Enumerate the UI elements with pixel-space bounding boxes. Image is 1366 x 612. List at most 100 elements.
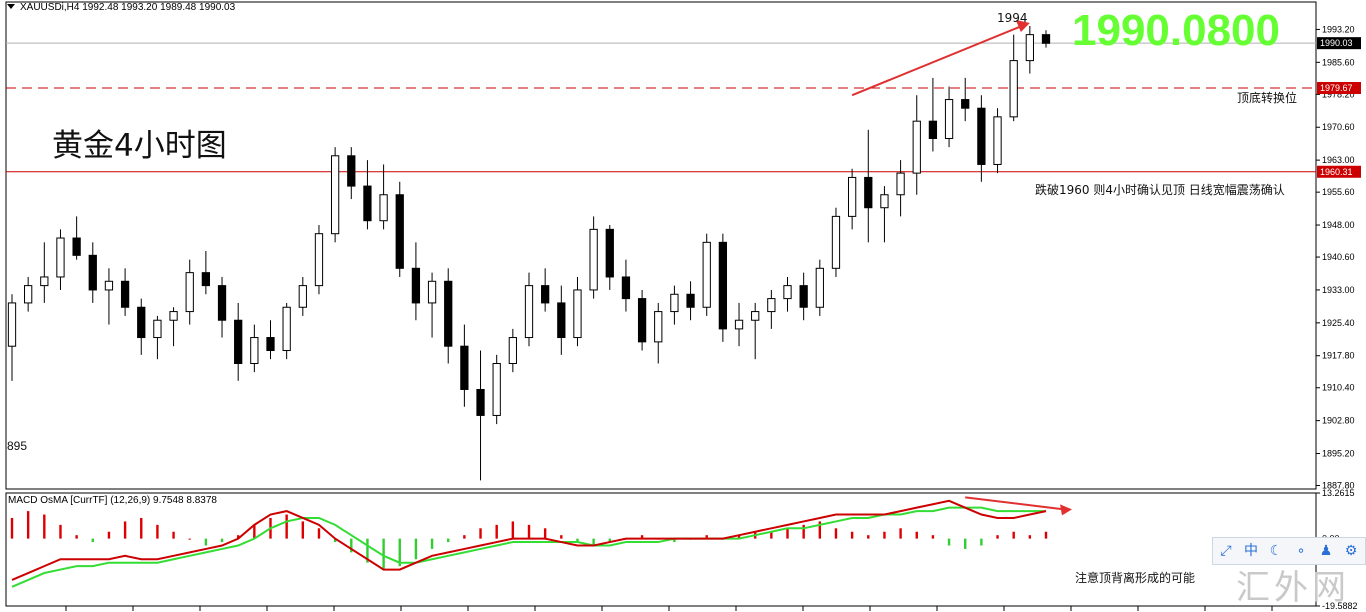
macd-signal-line [11, 506, 1046, 588]
candle-body [799, 285, 808, 308]
macd-histogram-bar [705, 535, 708, 539]
macd-histogram-bar [463, 535, 466, 539]
macd-histogram-bar [947, 538, 951, 546]
divergence-arrow-line [965, 496, 1065, 511]
dropdown-arrow-icon[interactable] [7, 4, 15, 9]
big-price: 1990.0800 [1072, 6, 1280, 55]
price-axis-label: 1963.00 [1322, 155, 1355, 165]
candle-body [120, 280, 130, 308]
macd-histogram-bar [915, 531, 918, 539]
macd-histogram-bar [172, 531, 175, 539]
level-tag-1 [1317, 165, 1361, 178]
macd-histogram-bar [996, 535, 999, 539]
trend-arrow-head [1015, 19, 1030, 32]
user-icon[interactable]: ♟ [1319, 543, 1333, 559]
macd-histogram-bar [414, 538, 418, 560]
macd-histogram-bar [834, 528, 838, 539]
candle-body [88, 254, 97, 291]
price-axis-label: 1993.20 [1322, 24, 1355, 34]
macd-histogram-bar [398, 538, 401, 567]
floating-toolbar: ⤢ 中 ☾ ∘ ♟ ⚙ [1212, 537, 1366, 565]
candle-body [72, 237, 81, 256]
candle-body [379, 194, 388, 222]
candle-body [815, 267, 824, 308]
candle-body [508, 337, 517, 365]
price-axis-label: 1978.20 [1322, 89, 1355, 99]
candle-body [347, 155, 356, 187]
price-axis-label: 1917.80 [1322, 351, 1355, 361]
macd-histogram-bar [850, 531, 854, 539]
candle-body [476, 388, 485, 416]
macd-histogram-bar [301, 521, 305, 539]
candle-body [201, 272, 211, 287]
macd-histogram-bar [236, 535, 240, 539]
macd-histogram-bar [802, 524, 805, 539]
watermark: 汇外网 [1236, 568, 1350, 608]
macd-histogram-bar [26, 511, 30, 539]
level-label-1: 1960.31 [1320, 167, 1353, 177]
macd-histogram-bar [479, 528, 482, 539]
macd-histogram-bar [737, 535, 741, 539]
price-axis-label: 1955.60 [1322, 187, 1355, 197]
level-tag-0 [1317, 81, 1361, 94]
macd-histogram-bar [204, 538, 208, 546]
macd-histogram-bar [156, 524, 159, 539]
candle-body [637, 298, 647, 343]
macd-histogram-bar [560, 535, 563, 539]
moon-icon[interactable]: ☾ [1269, 543, 1283, 559]
candle-body [298, 285, 307, 308]
macd-histogram-bar [1044, 531, 1048, 539]
chart-header: XAUUSDi,H4 1992.48 1993.20 1989.48 1990.… [20, 2, 236, 13]
candle-body [282, 306, 291, 352]
macd-histogram-bar [59, 524, 62, 539]
candle-body [880, 194, 889, 209]
candle-body [621, 276, 631, 300]
price-axis-label: 1895.20 [1322, 449, 1355, 459]
candle-body [7, 302, 17, 347]
macd-histogram-bar [592, 538, 595, 546]
candle-body [1041, 34, 1051, 44]
candle-body [460, 345, 469, 390]
candle-body [411, 267, 421, 304]
macd-histogram-bar [527, 524, 531, 539]
macd-histogram-bar [770, 531, 773, 539]
candle-body [1025, 34, 1034, 62]
candle-body [395, 194, 404, 269]
expand-icon[interactable]: ⤢ [1220, 543, 1232, 559]
macd-histogram-bar [883, 531, 886, 539]
macd-histogram-bar [511, 521, 515, 539]
candle-body [605, 228, 614, 278]
candle-body [896, 172, 905, 196]
macd-histogram-bar [188, 538, 191, 540]
candle-body [524, 285, 534, 339]
candle-body [217, 285, 227, 321]
macd-histogram-bar [640, 535, 644, 539]
macd-histogram-bar [964, 538, 967, 549]
peak-label: 1994 [997, 11, 1028, 25]
chinese-input-icon[interactable]: 中 [1244, 543, 1258, 559]
price-axis-label: 1940.60 [1322, 252, 1355, 262]
trend-arrow-line [851, 25, 1023, 97]
candle-body [702, 241, 711, 308]
macd-histogram-bar [447, 538, 450, 543]
current-price-label: 1990.03 [1320, 38, 1353, 48]
price-axis-label: 1985.60 [1322, 57, 1355, 67]
candle-body [734, 319, 744, 330]
price-panel-frame [5, 1, 1317, 490]
annotation-break-note: 跌破1960 则4小时确认见顶 日线宽幅震荡确认 [1035, 183, 1285, 197]
dots-icon[interactable]: ∘ [1296, 543, 1306, 559]
macd-histogram-bar [673, 538, 676, 543]
macd-histogram-bar [867, 535, 870, 539]
candle-body [234, 319, 243, 365]
macd-histogram-bar [543, 528, 547, 539]
price-axis-label: 1933.00 [1322, 285, 1355, 295]
macd-histogram-bar [317, 528, 321, 539]
candle-body [104, 280, 114, 291]
candle-body [589, 228, 598, 291]
gear-icon[interactable]: ⚙ [1344, 543, 1358, 559]
macd-axis-label: 13.2615 [1322, 488, 1355, 498]
macd-histogram-bar [430, 538, 434, 549]
candle-body [718, 241, 728, 330]
macd-histogram-bar [140, 517, 143, 539]
candle-body [864, 176, 873, 209]
